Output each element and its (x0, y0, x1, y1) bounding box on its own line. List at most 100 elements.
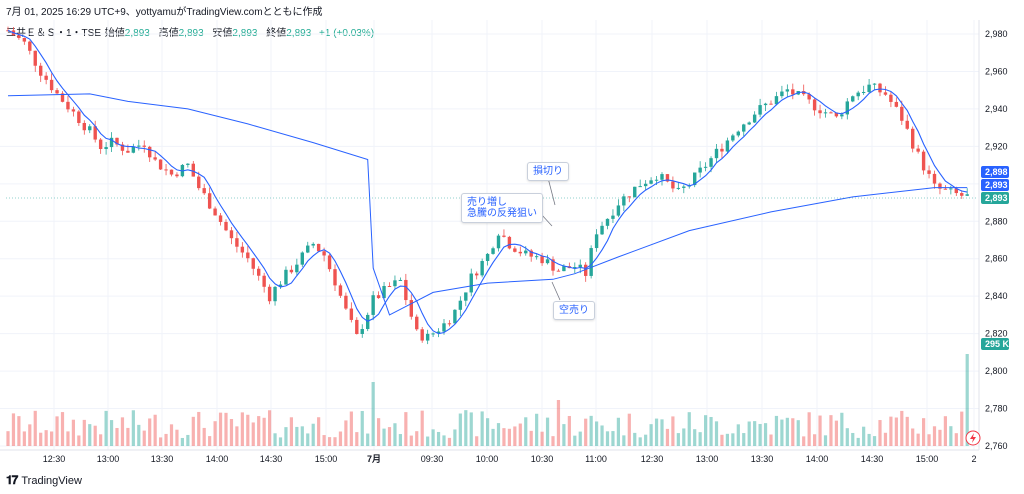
candle-body (709, 158, 713, 167)
volume-bar (638, 437, 642, 446)
candle-body (529, 250, 533, 257)
candle-body (894, 101, 899, 107)
candle-body (643, 183, 648, 187)
candle-body (665, 174, 670, 182)
candle-body (442, 323, 446, 332)
volume-bar (562, 424, 566, 446)
volume-bar (769, 434, 773, 446)
candle-body (671, 181, 675, 189)
volume-bar (371, 382, 375, 446)
volume-bar (796, 420, 800, 446)
volume-bar (720, 434, 724, 446)
candle-body (496, 235, 501, 249)
volume-bar (960, 411, 964, 446)
volume-bar (780, 419, 784, 446)
volume-bar (458, 413, 462, 446)
volume-bar (327, 437, 332, 446)
candle-body (791, 89, 795, 95)
tradingview-footer[interactable]: 𝟏𝟕 TradingView (6, 473, 82, 488)
volume-bar (240, 412, 244, 446)
candle-body (698, 167, 702, 173)
candle-body (447, 323, 452, 325)
volume-label: 295 K (985, 339, 1010, 349)
y-tick-label: 2,920 (985, 141, 1008, 151)
candle-body (458, 300, 463, 310)
price-axis: 2,9802,9602,9402,9202,9002,8802,8602,840… (985, 29, 1008, 451)
volume-bar (535, 413, 539, 446)
candle-body (229, 230, 234, 239)
candle-body (485, 253, 490, 262)
volume-bar (758, 423, 762, 446)
annotation-stop-loss[interactable]: 損切り (527, 162, 569, 181)
candle-body (267, 286, 272, 302)
volume-bar (480, 411, 484, 446)
volume-bar (300, 426, 304, 446)
candle-body (39, 65, 43, 76)
annotation-short-add[interactable]: 売り増し 急騰の反発狙い (461, 193, 543, 223)
candle-body (562, 266, 566, 272)
candle-body (534, 256, 539, 258)
candle-body (518, 251, 522, 254)
candle-body (278, 284, 283, 287)
candle-body (71, 109, 76, 112)
candle-body (436, 331, 441, 334)
x-tick-label: 13:00 (97, 454, 120, 464)
volume-bar (556, 400, 561, 446)
candle-body (649, 180, 653, 184)
candle-body (905, 120, 909, 129)
candle-body (295, 264, 299, 273)
volume-bar (654, 418, 659, 446)
candle-body (207, 193, 212, 209)
candle-body (409, 300, 413, 317)
x-tick-label: 14:30 (861, 454, 884, 464)
volume-bar (159, 437, 163, 446)
candle-body (224, 221, 228, 231)
volume-bar (932, 426, 937, 446)
candle-body (752, 114, 757, 123)
volume-bar (889, 416, 893, 446)
candle-body (911, 128, 915, 149)
candle-body (573, 267, 577, 269)
volume-bar (99, 434, 103, 446)
candle-body (600, 225, 604, 235)
candle-body (812, 99, 817, 111)
volume-bar (436, 431, 441, 446)
candle-body (333, 269, 337, 286)
volume-bar (262, 417, 266, 446)
annotation-short-sell[interactable]: 空売り (553, 301, 595, 320)
alert-icon[interactable] (965, 430, 981, 446)
x-tick-label: 13:30 (151, 454, 174, 464)
candle-body (109, 137, 114, 148)
volume-bar (742, 433, 746, 446)
volume-bar (180, 437, 184, 446)
volume-bar (148, 418, 152, 446)
volume-bar (71, 419, 75, 446)
volume-bar (251, 422, 255, 446)
volume-bar (578, 431, 582, 446)
candle-body (676, 187, 681, 189)
volume-bar (126, 427, 130, 446)
candle-body (960, 193, 964, 196)
volume-bar (338, 431, 343, 446)
volume-bar (289, 417, 293, 446)
x-tick-label: 10:00 (476, 454, 499, 464)
y-tick-label: 2,820 (985, 329, 1008, 339)
candle-body (158, 159, 163, 170)
candle-body (28, 41, 32, 51)
volume-bar (802, 436, 806, 446)
candle-body (633, 186, 637, 198)
volume-bar (507, 428, 511, 446)
volume-bar (33, 410, 37, 446)
volume-bar (322, 435, 326, 446)
volume-bar (567, 415, 571, 446)
volume-bar (693, 429, 697, 446)
candle-body (360, 329, 364, 334)
candle-body (545, 259, 550, 264)
candle-body (758, 105, 762, 115)
candle-body (867, 84, 871, 92)
volume-bar (88, 424, 92, 446)
tradingview-logo-icon: 𝟏𝟕 (6, 473, 18, 487)
candle-body (834, 112, 839, 117)
candle-body (720, 148, 724, 152)
